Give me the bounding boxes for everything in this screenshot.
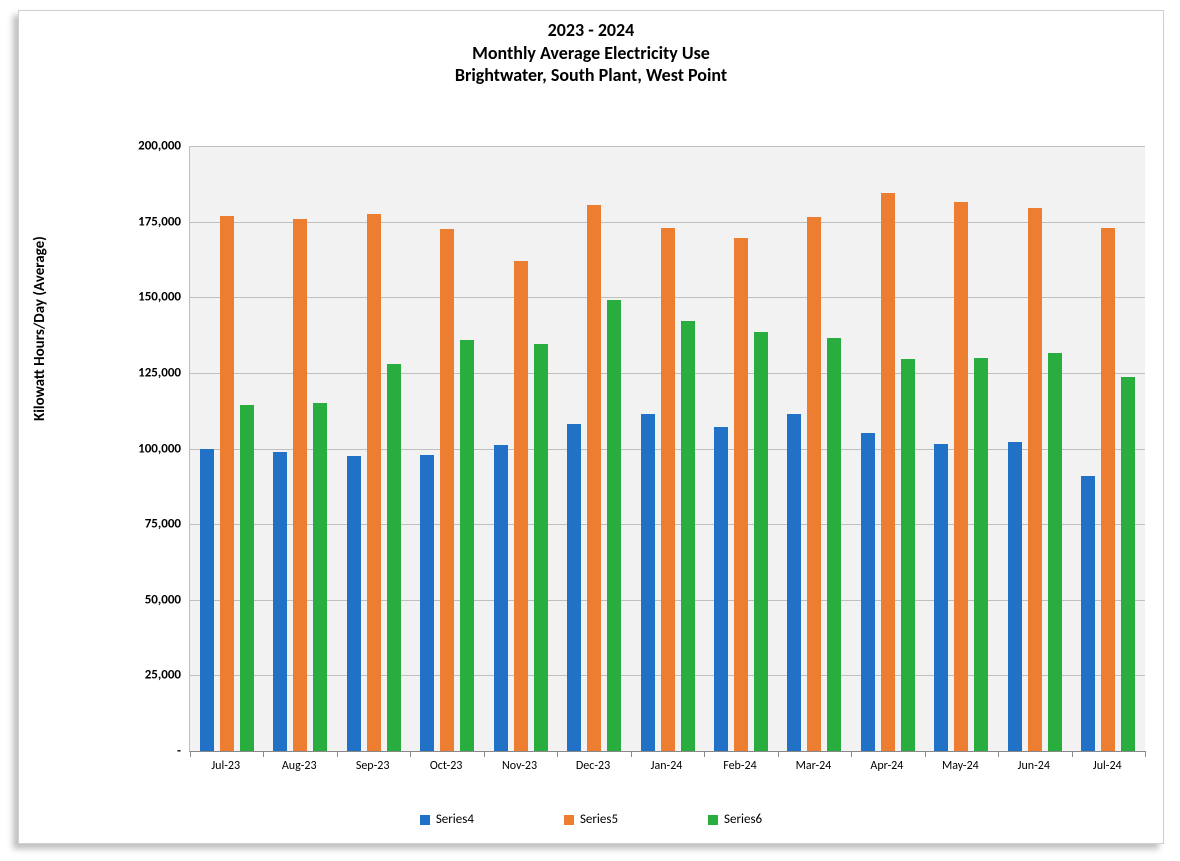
bar-series6	[240, 405, 254, 751]
bar-series5	[220, 216, 234, 751]
x-tick-label: Aug-23	[282, 759, 317, 773]
bar-series5	[954, 202, 968, 751]
bar-series6	[1048, 353, 1062, 751]
legend-item: Series4	[420, 812, 474, 827]
x-tick-label: Mar-24	[796, 759, 832, 773]
x-tick-label: May-24	[942, 759, 979, 773]
bar-series5	[1101, 228, 1115, 751]
bar-series4	[861, 433, 875, 751]
bar-series4	[1081, 476, 1095, 751]
bar-series5	[367, 214, 381, 751]
bar-series4	[494, 445, 508, 751]
x-tick-label: Jan-24	[651, 759, 683, 773]
bar-series4	[200, 449, 214, 752]
bar-series4	[567, 424, 581, 751]
legend-swatch	[420, 815, 430, 825]
gridline	[190, 222, 1145, 223]
bar-series4	[714, 427, 728, 751]
legend-label: Series5	[580, 812, 618, 827]
x-tick-label: Jun-24	[1018, 759, 1050, 773]
bar-series4	[934, 444, 948, 751]
y-tick-label: 100,000	[138, 441, 181, 456]
bar-series6	[313, 403, 327, 751]
bar-series6	[534, 344, 548, 751]
bar-series5	[587, 205, 601, 751]
bar-series5	[440, 229, 454, 751]
gridline	[190, 146, 1145, 147]
x-tick-label: Jul-24	[1093, 759, 1122, 773]
plot-area	[189, 146, 1145, 752]
x-tick-label: Feb-24	[723, 759, 756, 773]
x-tick	[557, 751, 558, 757]
bar-series6	[607, 300, 621, 751]
x-tick	[631, 751, 632, 757]
x-tick-label: Jul-23	[211, 759, 240, 773]
bar-series4	[787, 414, 801, 751]
bar-series4	[641, 414, 655, 751]
bar-series6	[681, 321, 695, 751]
title-line-1: 2023 - 2024	[19, 19, 1163, 42]
bar-series5	[1028, 208, 1042, 751]
x-tick	[1072, 751, 1073, 757]
x-tick	[263, 751, 264, 757]
y-tick-label: 175,000	[138, 214, 181, 229]
x-tick	[998, 751, 999, 757]
y-tick-label: 200,000	[138, 139, 181, 154]
y-tick-label: 75,000	[145, 517, 181, 532]
y-tick-label: 125,000	[138, 365, 181, 380]
legend-item: Series5	[564, 812, 618, 827]
legend-item: Series6	[708, 812, 762, 827]
x-tick-label: Apr-24	[870, 759, 903, 773]
bar-series4	[420, 455, 434, 751]
y-axis-label: Kilowatt Hours/Day (Average)	[31, 236, 49, 421]
title-line-3: Brightwater, South Plant, West Point	[19, 64, 1163, 87]
legend-swatch	[708, 815, 718, 825]
x-tick	[704, 751, 705, 757]
x-tick	[337, 751, 338, 757]
bar-series6	[974, 358, 988, 751]
bar-series5	[881, 193, 895, 751]
bar-series4	[347, 456, 361, 751]
bar-series5	[807, 217, 821, 751]
bar-series6	[387, 364, 401, 751]
bar-series4	[273, 452, 287, 751]
bar-series6	[460, 340, 474, 751]
legend: Series4 Series5 Series6	[19, 812, 1163, 827]
x-tick-label: Sep-23	[356, 759, 390, 773]
title-line-2: Monthly Average Electricity Use	[19, 42, 1163, 65]
legend-label: Series4	[436, 812, 474, 827]
bar-series6	[901, 359, 915, 751]
bar-series6	[754, 332, 768, 751]
x-tick	[851, 751, 852, 757]
x-tick	[778, 751, 779, 757]
y-tick-label: 150,000	[138, 290, 181, 305]
x-tick	[484, 751, 485, 757]
y-tick-label: 50,000	[145, 592, 181, 607]
bar-series5	[734, 238, 748, 751]
bar-series5	[514, 261, 528, 751]
x-tick-label: Dec-23	[576, 759, 610, 773]
chart-title: 2023 - 2024 Monthly Average Electricity …	[19, 19, 1163, 87]
x-tick	[1145, 751, 1146, 757]
bar-series5	[661, 228, 675, 751]
bar-series4	[1008, 442, 1022, 751]
canvas: 2023 - 2024 Monthly Average Electricity …	[0, 0, 1180, 861]
chart-frame: 2023 - 2024 Monthly Average Electricity …	[18, 10, 1164, 844]
legend-label: Series6	[724, 812, 762, 827]
legend-swatch	[564, 815, 574, 825]
bar-series6	[827, 338, 841, 751]
y-tick-label: 25,000	[145, 668, 181, 683]
x-tick	[925, 751, 926, 757]
x-tick	[190, 751, 191, 757]
x-tick-label: Nov-23	[502, 759, 537, 773]
x-tick-label: Oct-23	[430, 759, 463, 773]
bar-series6	[1121, 377, 1135, 751]
x-tick	[410, 751, 411, 757]
y-tick-label: -	[177, 744, 181, 759]
bar-series5	[293, 219, 307, 751]
